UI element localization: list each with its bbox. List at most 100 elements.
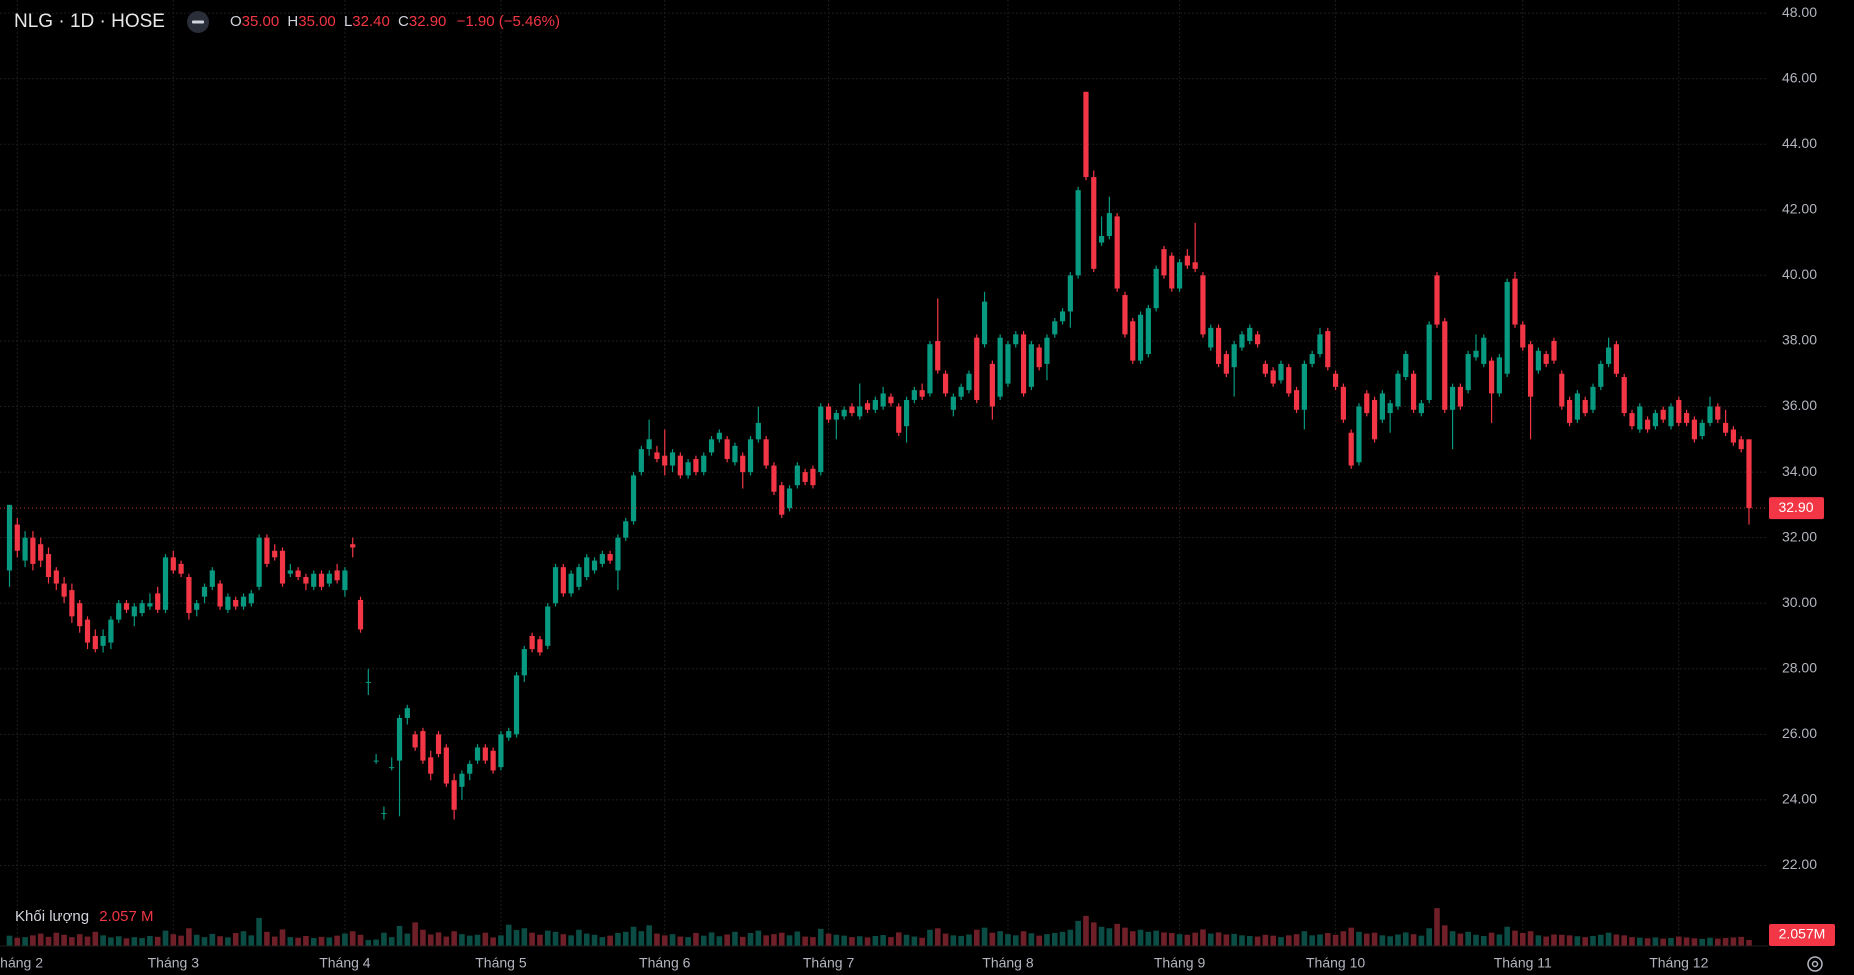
candle-body (1605, 347, 1612, 364)
candle-body (1153, 268, 1159, 309)
volume-bar (599, 937, 606, 946)
candle-body (1652, 413, 1658, 427)
y-tick-label: 48.00 (1782, 4, 1817, 20)
candle-body (147, 603, 153, 607)
volume-bar (147, 935, 153, 946)
last-price-badge (1769, 497, 1824, 520)
volume-bar (903, 934, 910, 946)
volume-bar (1254, 936, 1261, 946)
candle-body (443, 747, 449, 784)
volume-bar (1527, 931, 1534, 946)
volume-bar (451, 931, 457, 946)
volume-bar (1324, 932, 1331, 946)
candle-body (1551, 340, 1557, 361)
candle-body (880, 393, 886, 407)
volume-bar (1129, 931, 1136, 946)
candle-body (303, 576, 309, 584)
candle-body (716, 432, 722, 440)
candle-body (989, 363, 995, 407)
volume-bar (1012, 935, 1019, 946)
candle-body (1059, 311, 1066, 322)
candle-body (545, 606, 551, 646)
volume-bar (560, 934, 567, 946)
candle-body (1098, 236, 1105, 243)
last-price-label: 32.90 (1778, 499, 1813, 515)
x-tick-label: Tháng 6 (639, 955, 691, 971)
candle-body (818, 406, 824, 473)
volume-bar (170, 934, 177, 946)
volume-bar (1730, 937, 1737, 946)
candle-body (1410, 373, 1417, 410)
candle-body (638, 449, 644, 473)
volume-bar (529, 932, 535, 946)
candle-body (451, 780, 457, 810)
candle-body (1044, 337, 1050, 364)
candle-body (599, 554, 605, 564)
volume-bar (934, 928, 941, 946)
candle-body (802, 472, 808, 482)
volume-value: 2.057 M (99, 908, 153, 925)
volume-bar (950, 935, 957, 946)
candle-body (1184, 255, 1190, 266)
candle-body (576, 567, 582, 587)
volume-bar (708, 932, 715, 946)
candle-body (279, 550, 286, 584)
volume-bar (1395, 934, 1401, 946)
candle-body (420, 731, 426, 761)
volume-bar (1480, 935, 1487, 946)
candle-body (841, 409, 847, 417)
volume-bar (1660, 938, 1666, 946)
settings-button[interactable] (1807, 956, 1823, 972)
volume-bar (1590, 935, 1596, 946)
volume-bar (466, 935, 473, 946)
candle-body (669, 452, 676, 466)
candle-body (1223, 354, 1229, 374)
candle-body (1637, 406, 1643, 430)
volume-bar (700, 935, 707, 946)
candle-body (53, 570, 59, 584)
candle-body (701, 455, 707, 473)
volume-bar (888, 937, 894, 946)
volume-bar (1488, 932, 1495, 946)
candle-body (1621, 377, 1627, 414)
candle-body (459, 773, 465, 787)
candle-body (61, 583, 67, 597)
candle-body (467, 763, 473, 774)
volume-bar (1083, 915, 1089, 946)
volume-bar (1410, 934, 1417, 946)
volume-bar (1387, 936, 1393, 946)
candle-body (1254, 334, 1261, 345)
volume-bar (201, 937, 208, 946)
candle-body (240, 596, 247, 607)
volume-bar (178, 935, 184, 946)
volume-bar (1668, 938, 1674, 946)
volume-bar (1098, 926, 1105, 946)
volume-bar (115, 936, 122, 946)
candle-body (1348, 432, 1354, 466)
candle-body (825, 406, 832, 420)
volume-bar (1020, 931, 1027, 946)
candle-body (116, 603, 122, 620)
y-tick-label: 42.00 (1782, 201, 1817, 217)
y-tick-label: 30.00 (1782, 594, 1817, 610)
candle-body (1683, 413, 1690, 423)
volume-bar (1168, 932, 1175, 946)
volume-bar (1434, 908, 1440, 946)
candle-body (755, 422, 761, 440)
volume-bar (1005, 934, 1011, 946)
x-tick-label: Tháng 12 (1649, 955, 1708, 971)
volume-bar (646, 925, 652, 946)
candle-body (350, 544, 356, 548)
candle-body (311, 573, 317, 587)
candle-body (1106, 213, 1112, 237)
volume-bar (381, 932, 387, 946)
candle-body (1442, 321, 1448, 410)
x-tick-label: Tháng 4 (319, 955, 371, 971)
candle-body (287, 570, 293, 574)
x-tick-label: Tháng 9 (1154, 955, 1206, 971)
candle-body (365, 681, 371, 683)
volume-bar (615, 932, 621, 946)
volume-bar (1402, 932, 1409, 946)
volume-bar (14, 937, 21, 946)
volume-bar (1418, 935, 1425, 946)
